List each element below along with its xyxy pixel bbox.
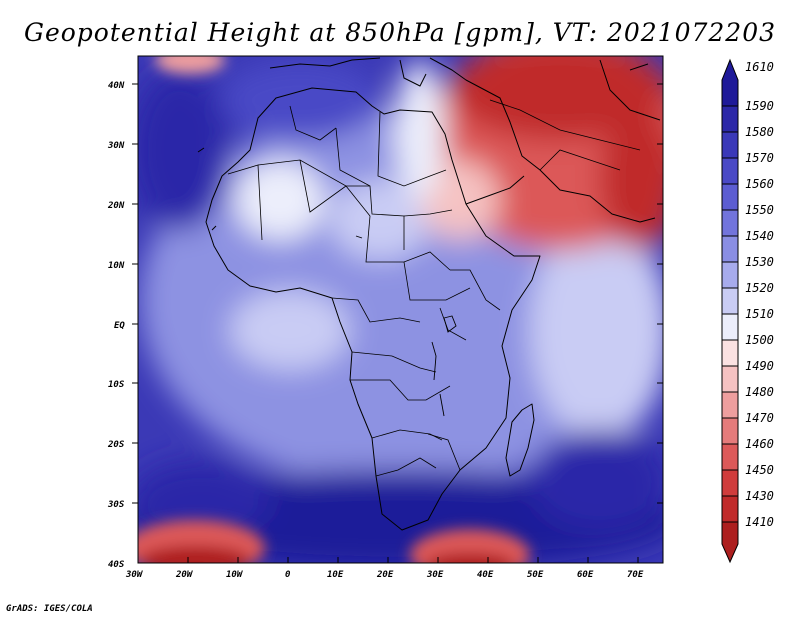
colorbar-label: 1590 — [745, 99, 774, 113]
colorbar-swatch — [721, 365, 739, 393]
lat-label-40n: 40N — [108, 81, 125, 91]
colorbar-swatch — [721, 443, 739, 471]
colorbar-swatch — [721, 183, 739, 211]
lat-label-30n: 30N — [107, 141, 125, 151]
colorbar-swatch — [721, 339, 739, 367]
colorbar-label: 1450 — [745, 463, 774, 477]
colorbar-label: 1490 — [745, 359, 774, 373]
lat-label-20n: 20N — [107, 201, 125, 211]
colorbar-label: 1500 — [745, 333, 774, 347]
lon-label-30e: 30E — [426, 570, 444, 580]
colorbar-swatch — [721, 313, 739, 341]
lon-label-60e: 60E — [577, 570, 594, 580]
lon-label-30w: 30W — [125, 570, 144, 580]
grads-credit: GrADS: IGES/COLA — [6, 604, 93, 614]
colorbar-swatch — [721, 287, 739, 315]
colorbar-label: 1460 — [745, 437, 774, 451]
lat-label-10n: 10N — [108, 261, 125, 271]
lon-label-20e: 20E — [376, 570, 394, 580]
colorbar-swatch — [721, 105, 739, 133]
colorbar-swatch — [721, 157, 739, 185]
colorbar-swatch — [721, 235, 739, 263]
colorbar-label: 1550 — [745, 203, 774, 217]
colorbar-swatch — [721, 209, 739, 237]
lat-label-10s: 10S — [108, 380, 125, 390]
lon-label-70e: 70E — [627, 570, 644, 580]
colorbar-swatch — [721, 521, 739, 564]
lat-label-40s: 40S — [108, 560, 125, 570]
colorbar-label: 1510 — [745, 307, 774, 321]
lon-label-10e: 10E — [327, 570, 344, 580]
colorbar-label: 1470 — [745, 411, 774, 425]
lat-label-30s: 30S — [107, 500, 125, 510]
colorbar-label: 1580 — [745, 125, 774, 139]
lon-label-20w: 20W — [175, 570, 194, 580]
colorbar-label: 1560 — [745, 177, 774, 191]
country-borders — [227, 99, 641, 477]
lon-ticks — [187, 557, 639, 563]
colorbar-label: 1480 — [745, 385, 774, 399]
colorbar-swatch — [721, 261, 739, 289]
colorbar-label: 1530 — [745, 255, 774, 269]
map-title: Geopotential Height at 850hPa [gpm], VT:… — [23, 18, 777, 47]
height-field — [138, 56, 663, 563]
lon-label-40e: 40E — [477, 570, 494, 580]
lat-label-eq: EQ — [114, 321, 125, 331]
colorbar-swatch — [721, 391, 739, 419]
colorbar-label: 1570 — [745, 151, 774, 165]
lat-labels: 40N 30N 20N 10N EQ 10S 20S 30S 40S — [107, 81, 125, 570]
colorbar-swatch — [721, 469, 739, 497]
colorbar-swatch — [721, 495, 739, 523]
lon-label-0: 0 — [285, 570, 291, 580]
colorbar-swatch — [721, 58, 739, 107]
colorbar-label: 1430 — [745, 489, 774, 503]
lat-ticks — [132, 83, 663, 504]
colorbar-label: 1520 — [745, 281, 774, 295]
lon-label-50e: 50E — [527, 570, 544, 580]
colorbar-label: 1610 — [745, 60, 774, 74]
lon-label-10w: 10W — [226, 570, 244, 580]
lon-labels: 30W 20W 10W 0 10E 20E 30E 40E 50E 60E 70… — [125, 570, 644, 580]
colorbar-label: 1540 — [745, 229, 774, 243]
lakes — [355, 235, 457, 417]
colorbar-swatch — [721, 417, 739, 445]
colorbar-swatch — [721, 131, 739, 159]
colorbar-label: 1410 — [745, 515, 774, 529]
colorbar: 1610 1590 1580 1570 1560 1550 1540 1530 1520 1510… — [721, 58, 774, 564]
plot-frame — [137, 55, 664, 564]
lat-label-20s: 20S — [107, 440, 125, 450]
